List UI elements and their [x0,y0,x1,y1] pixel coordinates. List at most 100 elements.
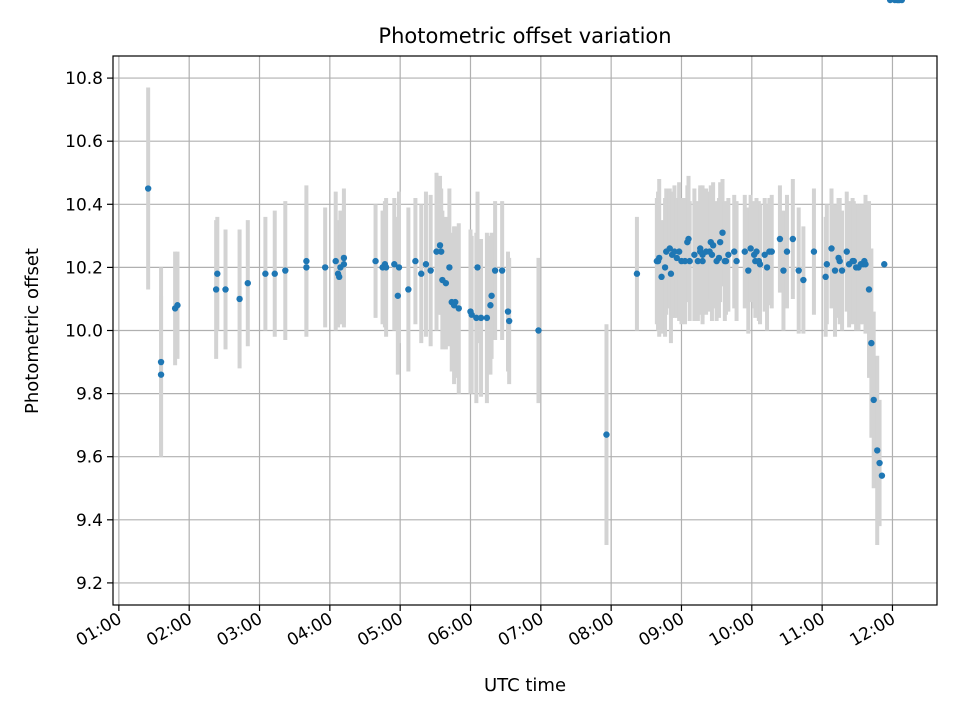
y-tick-label: 10.2 [65,258,103,278]
data-point [838,267,846,274]
data-point [433,248,440,255]
data-point [498,267,506,274]
data-point [725,251,732,258]
data-point [491,267,499,274]
data-point [332,257,339,265]
y-tick-label: 10.6 [65,132,103,152]
data-point [474,264,481,271]
data-point [656,254,663,262]
data-point [780,267,787,274]
data-point [157,358,165,366]
data-point [667,270,675,277]
data-point [756,261,764,268]
data-point [340,254,348,262]
data-point [878,472,886,479]
data-point [828,245,835,252]
data-point [763,264,771,271]
chart-title: Photometric offset variation [378,24,671,48]
data-point [843,248,850,255]
data-point [214,270,221,277]
data-point [716,238,724,246]
data-point [874,447,881,454]
data-point [733,257,740,265]
data-point [244,279,251,287]
data-point [144,185,152,192]
data-point [427,267,434,274]
data-point [236,295,243,303]
data-point [436,242,444,249]
data-point [468,311,475,318]
data-point [686,257,693,265]
data-point [157,371,165,378]
data-point [795,267,802,274]
data-points [144,0,906,479]
data-point [505,317,513,325]
data-point [789,235,797,243]
data-point [633,270,641,277]
data-point [783,248,791,255]
data-point [865,286,873,293]
data-point [691,251,698,258]
data-point [800,276,807,284]
data-point [870,396,877,404]
data-point [452,298,459,306]
data-point [822,273,829,281]
y-tick-label: 9.8 [76,385,103,405]
data-point [340,261,348,268]
data-point [673,254,680,262]
data-point [722,257,730,265]
data-point [282,267,289,274]
data-point [222,286,229,293]
data-point [321,264,329,271]
data-point [697,245,704,252]
data-point [761,251,768,258]
data-point [336,273,343,281]
data-point [391,261,398,268]
y-tick-label: 10.8 [65,69,103,89]
data-point [699,257,706,265]
data-point [437,248,445,255]
data-point [418,270,425,277]
data-point [372,257,379,265]
data-point [741,248,748,255]
data-point [422,261,430,268]
y-tick-label: 10.0 [65,322,103,342]
data-point [488,292,495,299]
data-point [382,264,390,271]
data-point [661,264,669,271]
y-tick-label: 9.4 [76,511,103,531]
data-point [810,248,818,255]
data-point [898,0,906,4]
data-point [603,431,610,438]
data-point [768,248,775,255]
data-point [823,261,831,268]
data-point [666,245,673,252]
data-point [395,264,403,271]
data-point [709,242,717,249]
data-point [876,459,883,467]
data-point [442,279,450,287]
data-point [412,257,419,265]
data-point [658,273,665,281]
y-axis: 9.2 9.4 9.6 9.8 10.0 10.2 10.4 10.6 10.8 [65,69,113,594]
data-point [455,305,462,312]
data-point [694,257,702,265]
data-point [708,251,716,258]
x-axis-label: UTC time [484,675,566,696]
data-point [405,286,412,293]
data-point [776,235,784,243]
data-point [747,245,754,252]
data-point [862,261,869,268]
data-point [675,248,683,255]
data-point [477,314,485,322]
data-point [671,248,678,255]
data-point [868,339,875,347]
data-point [174,302,181,309]
data-point [303,264,310,271]
data-point [745,267,752,274]
data-point [535,327,542,334]
data-point [753,248,760,255]
data-point [836,257,843,265]
data-point [685,235,692,243]
